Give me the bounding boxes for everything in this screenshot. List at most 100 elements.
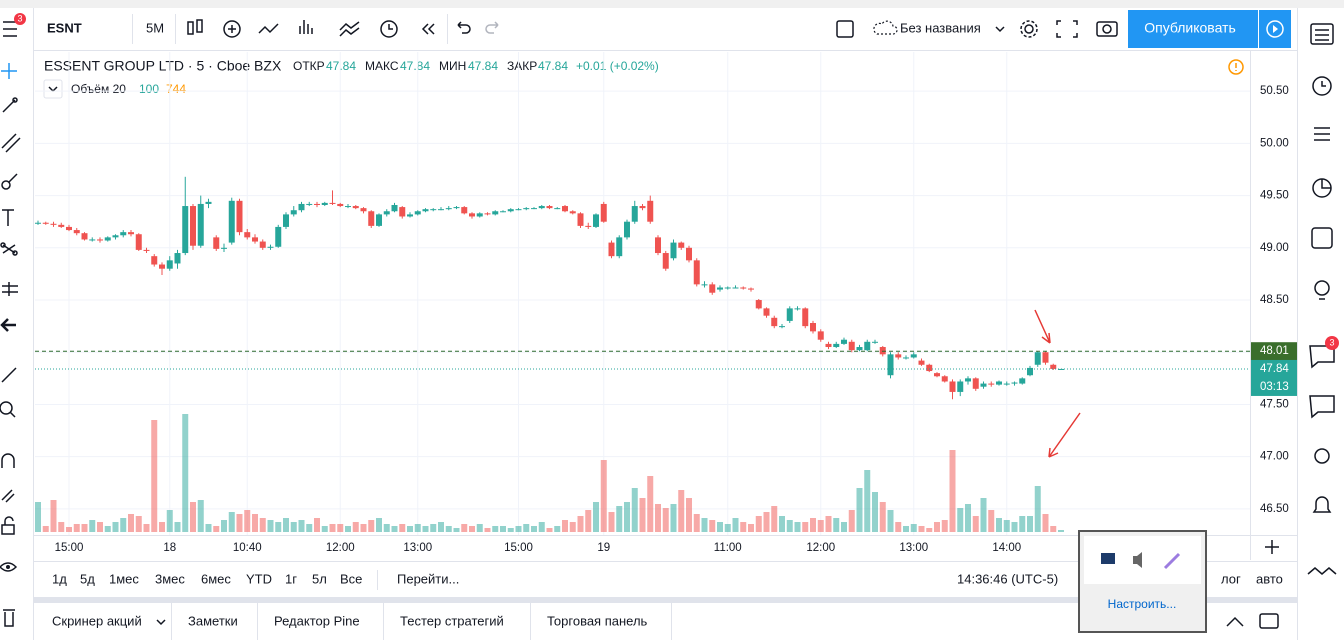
volume-bar bbox=[1027, 516, 1033, 532]
ohlc-label: ОТКР bbox=[293, 59, 325, 73]
divider bbox=[33, 597, 1297, 603]
collapse-button[interactable] bbox=[43, 79, 63, 99]
range-button[interactable]: Все bbox=[340, 571, 362, 586]
price-label-bg bbox=[1251, 342, 1297, 361]
candle-body bbox=[848, 341, 855, 351]
candle-body bbox=[1042, 352, 1049, 363]
toolbar-icons[interactable] bbox=[175, 14, 1118, 44]
tab[interactable]: Тестер стратегий bbox=[400, 613, 504, 628]
ohlc-value: 47.84 bbox=[400, 59, 430, 73]
dropdown-icon bbox=[156, 619, 166, 626]
volume-bar bbox=[709, 520, 716, 532]
x-tick-label: 12:00 bbox=[806, 542, 835, 554]
publish-label[interactable]: Опубликовать bbox=[1144, 20, 1236, 36]
candle-body bbox=[678, 242, 685, 248]
candle-body bbox=[562, 206, 568, 212]
volume-bar bbox=[740, 522, 747, 532]
auto-toggle[interactable]: авто bbox=[1256, 571, 1283, 586]
volume-bar bbox=[941, 520, 948, 532]
volume-bar bbox=[73, 524, 80, 532]
settings-icon[interactable] bbox=[1265, 540, 1279, 554]
volume-bar bbox=[786, 520, 793, 532]
volume-bar bbox=[972, 516, 979, 532]
candle-body bbox=[740, 287, 747, 289]
tab[interactable]: Скринер акций bbox=[52, 613, 142, 628]
warning-icon[interactable] bbox=[1228, 59, 1244, 75]
range-button[interactable]: 3мес bbox=[155, 571, 185, 586]
candle-body bbox=[321, 202, 328, 205]
volume-bar bbox=[407, 526, 413, 532]
range-button[interactable]: 5л bbox=[312, 571, 327, 586]
volume-bar bbox=[50, 500, 57, 532]
volume-bar bbox=[174, 522, 181, 532]
goto-button[interactable]: Перейти... bbox=[397, 571, 459, 586]
volume-bar bbox=[1058, 530, 1064, 532]
candle-body bbox=[639, 206, 646, 209]
y-tick-label: 48.50 bbox=[1260, 294, 1289, 306]
volume-bar bbox=[515, 526, 522, 532]
tab[interactable]: Заметки bbox=[188, 613, 238, 628]
volume-bar bbox=[538, 522, 545, 532]
candle-body bbox=[159, 264, 165, 269]
right-panel-icons[interactable] bbox=[1226, 23, 1337, 629]
tab[interactable]: Редактор Pine bbox=[274, 613, 360, 628]
volume-bar bbox=[252, 514, 258, 532]
volume-bar bbox=[445, 526, 452, 532]
volume-bar bbox=[112, 522, 119, 532]
range-button[interactable]: 1д bbox=[52, 571, 67, 586]
volume-bar bbox=[228, 512, 235, 532]
volume-bar bbox=[120, 518, 127, 532]
candle-body bbox=[717, 287, 723, 290]
y-tick-label: 50.50 bbox=[1260, 85, 1289, 97]
tab[interactable]: Торговая панель bbox=[547, 613, 648, 628]
candle-body bbox=[120, 232, 127, 236]
candle-body bbox=[1027, 367, 1033, 376]
candle-body bbox=[895, 354, 902, 358]
candle-body bbox=[662, 253, 669, 269]
publish-button[interactable] bbox=[1128, 10, 1258, 48]
volume-bar bbox=[926, 528, 933, 532]
candle-body bbox=[360, 208, 367, 212]
range-button[interactable]: 1г bbox=[285, 571, 297, 586]
volume-bar bbox=[213, 526, 220, 532]
tray-button[interactable]: Настроить... bbox=[1108, 597, 1177, 611]
interval[interactable]: 5M bbox=[146, 20, 164, 35]
candle-body bbox=[143, 249, 150, 251]
range-button[interactable]: 1мес bbox=[109, 571, 139, 586]
candle-body bbox=[352, 206, 359, 209]
candle-body bbox=[724, 287, 731, 289]
candle-body bbox=[283, 214, 289, 227]
volume-bar bbox=[197, 500, 204, 532]
volume-bar bbox=[135, 516, 142, 532]
symbol[interactable]: ESNT bbox=[47, 20, 82, 35]
countdown: 03:13 bbox=[1260, 381, 1289, 393]
candle-body bbox=[554, 208, 561, 210]
volume-bar bbox=[717, 522, 723, 532]
tray-icon[interactable] bbox=[1163, 552, 1181, 570]
candle-body bbox=[414, 211, 421, 215]
volume-bar bbox=[616, 506, 623, 532]
log-toggle[interactable]: лог bbox=[1221, 571, 1241, 586]
drawing-tools[interactable] bbox=[0, 21, 21, 627]
layout-name[interactable]: Без названия bbox=[900, 20, 981, 35]
volume-bar bbox=[275, 522, 282, 532]
tray-icon[interactable] bbox=[1101, 553, 1115, 564]
candle-body bbox=[422, 209, 429, 212]
arrow-drawing[interactable] bbox=[1034, 309, 1081, 458]
candle-body bbox=[135, 234, 142, 250]
volume-bar bbox=[267, 520, 274, 532]
volume-bar bbox=[996, 518, 1002, 532]
candle-body bbox=[190, 206, 196, 246]
volume-bar bbox=[182, 414, 189, 532]
range-button[interactable]: YTD bbox=[246, 571, 272, 586]
candle-body bbox=[236, 200, 243, 233]
volume-bar bbox=[89, 520, 96, 532]
candle-body bbox=[275, 226, 282, 247]
candle-body bbox=[97, 239, 103, 241]
volume-bar bbox=[949, 450, 956, 532]
range-button[interactable]: 5д bbox=[80, 571, 95, 586]
tray-icon[interactable] bbox=[1133, 552, 1142, 568]
range-button[interactable]: 6мес bbox=[201, 571, 231, 586]
candle-body bbox=[988, 383, 995, 385]
volume-bar bbox=[569, 522, 576, 532]
